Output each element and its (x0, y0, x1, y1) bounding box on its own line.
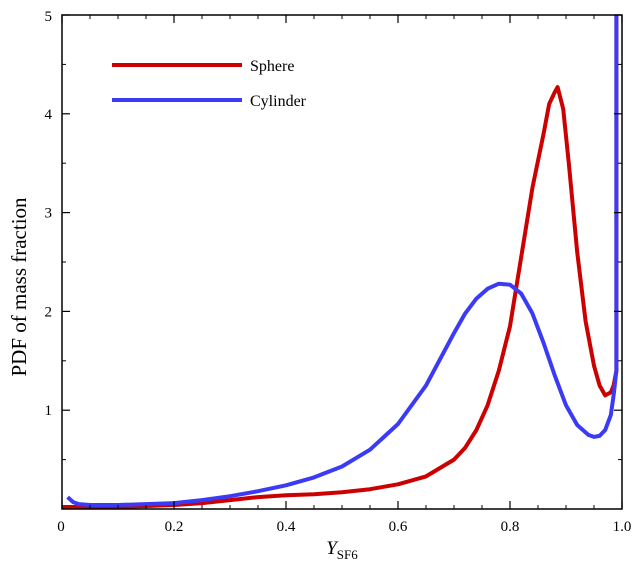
ticks-layer: 0 0.2 0.4 0.6 0.8 1.0 1 2 3 4 5 (45, 9, 632, 535)
y-axis-title: PDF of mass fraction (7, 197, 31, 377)
legend: Sphere Cylinder (112, 58, 307, 110)
x-tick-label: 1.0 (613, 519, 632, 535)
y-tick-label: 2 (45, 304, 53, 320)
series-line-sphere (62, 15, 619, 509)
x-tick-label: 0.6 (389, 519, 408, 535)
series-line-cylinder (66, 15, 619, 507)
x-tick-label: 0 (57, 519, 65, 535)
y-tick-label: 3 (45, 206, 53, 222)
x-axis-title-subscript: SF6 (337, 547, 358, 562)
legend-label-cylinder: Cylinder (250, 93, 307, 110)
x-axis-title: YSF6 (326, 538, 358, 562)
y-tick-label: 1 (45, 403, 53, 419)
y-tick-label: 4 (45, 107, 53, 123)
x-tick-label: 0.4 (277, 519, 296, 535)
x-tick-label: 0.2 (165, 519, 184, 535)
x-tick-label: 0.8 (501, 519, 520, 535)
legend-label-sphere: Sphere (250, 58, 294, 75)
series-layer (62, 15, 619, 509)
y-tick-label: 5 (45, 9, 53, 25)
x-axis-title-main: Y (326, 538, 339, 559)
plot-frame (61, 14, 623, 510)
